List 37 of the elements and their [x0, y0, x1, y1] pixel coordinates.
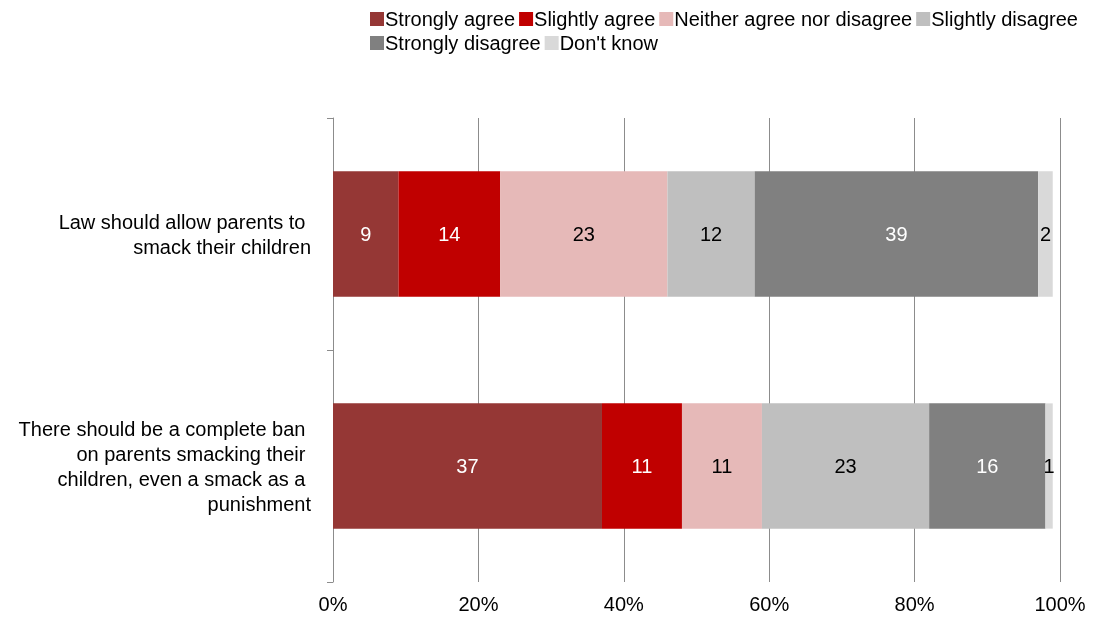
x-tick-label: 20% — [458, 593, 499, 615]
bar — [761, 403, 930, 529]
legend-label: Strongly agree — [385, 8, 516, 30]
bar — [398, 171, 501, 297]
data-label: 11 — [631, 455, 653, 477]
bar — [681, 403, 762, 529]
bar — [1045, 403, 1053, 529]
y-tick-label: Law should allow parents to smack their children — [58, 210, 311, 258]
data-label: 37 — [456, 455, 479, 477]
y-tick-label: There should be a complete ban on parents smacking their children, even a smack as a punishment — [18, 417, 312, 515]
legend-label: Strongly disagree — [385, 32, 541, 54]
bar — [1038, 171, 1053, 297]
x-tick-label: 100% — [1034, 593, 1086, 615]
data-label: 16 — [976, 455, 999, 477]
data-label: 9 — [360, 223, 372, 245]
data-label: 14 — [438, 223, 461, 245]
bar — [929, 403, 1046, 529]
data-label: 12 — [699, 223, 723, 245]
x-tick-label: 0% — [318, 593, 348, 615]
data-label: 2 — [1039, 223, 1052, 245]
data-label: 23 — [834, 455, 857, 477]
bar — [500, 171, 668, 297]
bar — [333, 171, 399, 297]
x-tick-label: 40% — [603, 593, 645, 615]
x-tick-label: 60% — [749, 593, 790, 615]
bar — [667, 171, 755, 297]
bar — [333, 403, 602, 529]
legend-label: Slightly agree — [534, 8, 656, 30]
data-label: 23 — [572, 223, 595, 245]
data-label: 11 — [711, 455, 733, 477]
data-label: 1 — [1043, 455, 1055, 477]
legend-label: Neither agree nor disagree — [674, 8, 913, 30]
x-tick-label: 80% — [894, 593, 935, 615]
data-label: 39 — [885, 223, 908, 245]
legend-label: Don't know — [559, 32, 659, 54]
bar — [601, 403, 682, 529]
legend-label: Slightly disagree — [931, 8, 1078, 30]
